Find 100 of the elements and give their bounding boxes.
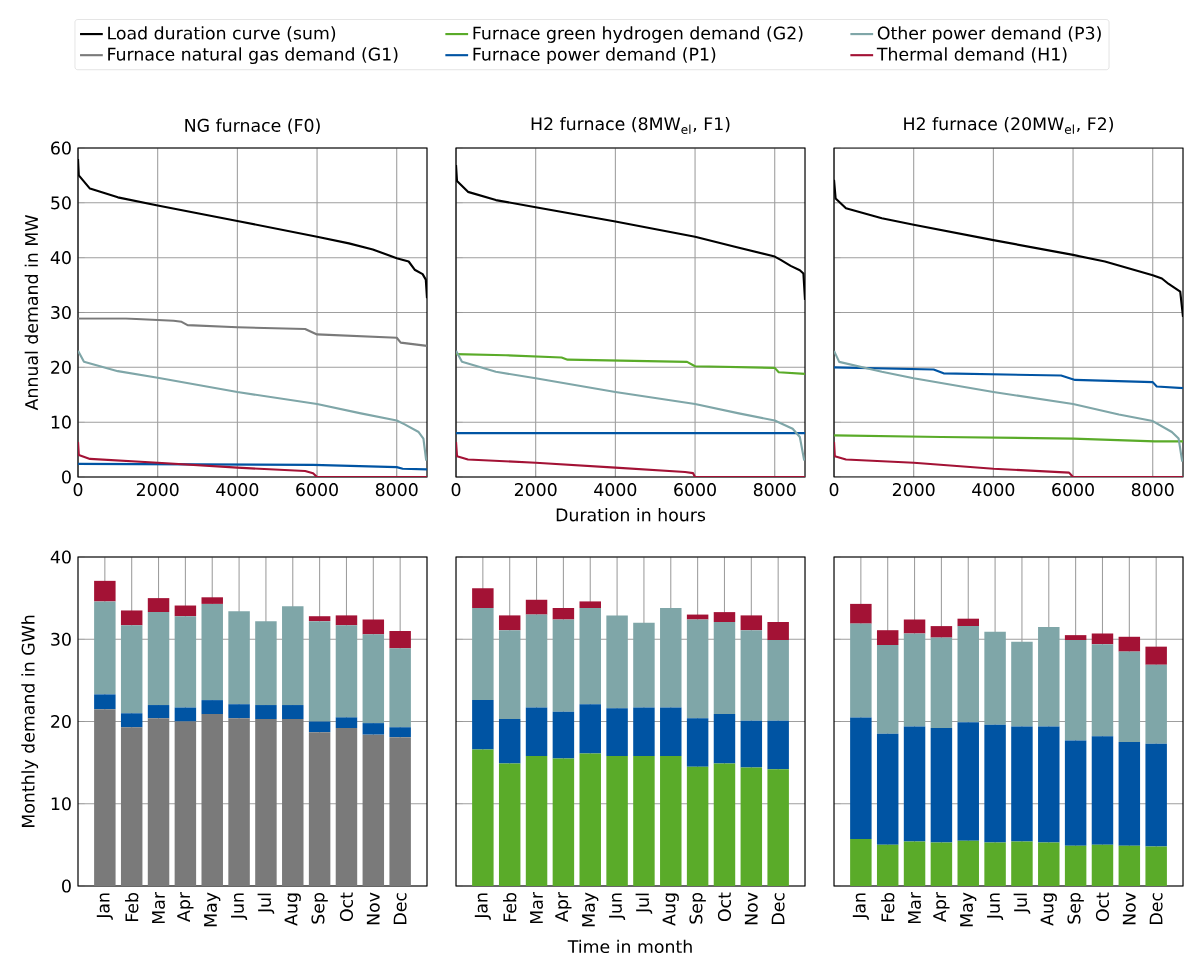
x-tick-label: 4000 <box>972 483 1015 497</box>
x-tick-label: Feb <box>502 892 517 922</box>
x-tick-label: Apr <box>177 892 194 922</box>
y-tick-label: 0 <box>62 470 71 484</box>
x-tick-label: 2000 <box>514 483 557 497</box>
bar <box>201 700 223 715</box>
bar <box>335 625 358 718</box>
bar <box>1118 651 1141 743</box>
text: Furnace green hydrogen demand (G2) <box>473 26 803 43</box>
bar <box>147 612 170 706</box>
bar <box>1118 742 1141 846</box>
bar <box>1145 646 1167 665</box>
bar <box>308 621 331 722</box>
bar <box>579 607 601 705</box>
bar <box>876 630 899 645</box>
bar <box>1011 641 1033 727</box>
x-tick-label: May <box>582 892 599 927</box>
x-tick-label: Nov <box>1122 892 1136 925</box>
x-tick-label: 6000 <box>1052 483 1094 497</box>
bar <box>94 601 116 695</box>
bar <box>174 721 197 886</box>
bar <box>713 621 736 715</box>
bar <box>984 631 1006 725</box>
bar <box>930 626 953 638</box>
legend-label: Furnace natural gas demand (G1) <box>108 47 398 65</box>
bar <box>579 753 601 886</box>
bar <box>174 616 197 708</box>
bar <box>94 709 116 886</box>
x-tick-label: 4000 <box>216 483 259 497</box>
x-tick-label: Sep <box>1067 892 1084 924</box>
legend-label: Furnace power demand (P1) <box>473 47 716 65</box>
bar <box>498 719 521 764</box>
bar <box>552 758 575 886</box>
bar <box>767 621 789 641</box>
bar <box>147 598 170 613</box>
chart-title: NG furnace (F0) <box>185 118 320 134</box>
x-tick-label: Aug <box>1040 893 1057 926</box>
bar <box>1091 844 1114 886</box>
x-tick-label: Mar <box>152 892 165 924</box>
line-series <box>78 317 427 348</box>
bar <box>498 630 521 720</box>
x-tick-label: Oct <box>717 892 732 922</box>
bar <box>957 722 979 841</box>
x-tick-label: Nov <box>744 892 758 925</box>
bar <box>255 705 277 720</box>
x-tick-label: May <box>204 892 221 927</box>
bar <box>201 714 223 886</box>
bar <box>94 580 116 602</box>
bar <box>633 756 655 886</box>
bar <box>850 623 872 718</box>
bar <box>1091 736 1114 845</box>
x-tick-label: Oct <box>339 892 354 922</box>
legend-label: Load duration curve (sum) <box>108 26 336 42</box>
bar <box>1091 633 1114 645</box>
chart-title: H2 furnace (8MW$_{el}$, F1) <box>531 116 730 134</box>
bar <box>930 637 953 729</box>
x-axis-title: Time in month <box>567 939 692 954</box>
bar <box>984 724 1006 843</box>
bar <box>525 599 548 615</box>
y-tick-label: 20 <box>51 714 71 729</box>
x-tick-label: 0 <box>73 483 83 497</box>
bar <box>389 631 411 649</box>
bar <box>282 705 304 720</box>
x-tick-label: Aug <box>284 893 301 926</box>
x-tick-label: 6000 <box>674 483 716 497</box>
bar <box>147 718 170 886</box>
x-tick-label: Mar <box>908 892 921 924</box>
bar <box>472 588 494 608</box>
bar <box>1064 845 1087 886</box>
y-tick-label: 40 <box>50 550 71 564</box>
x-tick-label: Jun <box>609 893 626 921</box>
bar <box>362 723 385 735</box>
bar <box>1145 664 1167 744</box>
bar <box>362 619 385 635</box>
bar <box>606 708 628 757</box>
x-tick-label: Aug <box>662 893 679 926</box>
bar <box>903 841 926 886</box>
bar <box>957 840 979 886</box>
bar <box>389 737 411 886</box>
bar <box>876 645 899 734</box>
y-tick-label: 50 <box>51 196 71 210</box>
bar <box>552 711 575 759</box>
bar <box>335 717 358 729</box>
bar <box>120 727 143 886</box>
x-tick-label: Feb <box>880 892 895 922</box>
x-tick-label: Apr <box>555 892 572 922</box>
y-tick-label: 10 <box>51 797 71 811</box>
bar <box>579 601 601 608</box>
bar <box>1038 842 1060 886</box>
bar <box>606 756 628 886</box>
bar <box>201 603 223 701</box>
bar <box>903 619 926 634</box>
bar <box>876 844 899 886</box>
x-tick-label: 2000 <box>136 483 179 497</box>
bar <box>876 733 899 845</box>
bar <box>713 763 736 886</box>
bar <box>930 842 953 886</box>
legend-label: Other power demand (P3) <box>877 26 1101 43</box>
bar <box>389 648 411 728</box>
bar <box>660 607 682 708</box>
